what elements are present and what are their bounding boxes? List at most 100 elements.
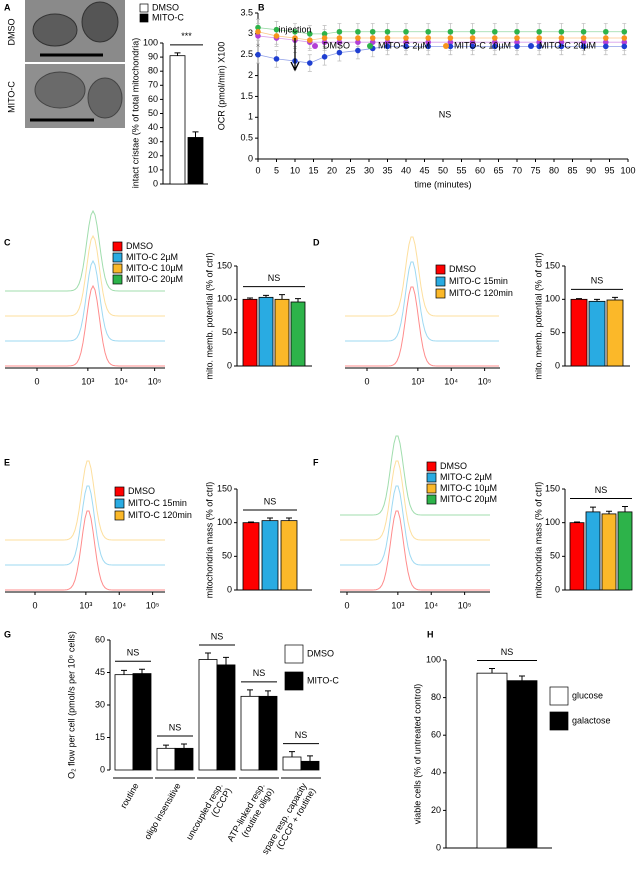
point: [469, 28, 476, 35]
point: [621, 35, 628, 41]
legend-label: DMSO: [449, 264, 476, 274]
point: [425, 35, 432, 41]
annotation: ***: [181, 31, 192, 41]
histogram-curve: [5, 485, 165, 566]
point: [321, 35, 328, 41]
histogram-curve: [5, 209, 165, 292]
error-bar: [121, 669, 127, 675]
legend-label: MITO-C 120min: [449, 288, 513, 298]
y-tick-label: 0: [100, 764, 105, 774]
point: [355, 47, 361, 54]
bar: [585, 511, 601, 591]
point: [492, 39, 498, 45]
point: [580, 35, 587, 41]
x-tick-label: 50: [438, 165, 448, 175]
y-tick-label: 20: [431, 805, 441, 815]
point: [273, 33, 280, 39]
annotation: NS: [253, 668, 266, 678]
bar: [280, 520, 298, 591]
y-tick-label: 30: [148, 136, 158, 146]
image-label: DMSO: [6, 19, 16, 46]
error-bar: [307, 755, 313, 762]
legend-swatch: [426, 472, 437, 483]
point: [492, 28, 498, 35]
x-tick-label: routine: [118, 781, 140, 810]
legend-label: MITO-C 10µM: [126, 263, 183, 273]
point: [558, 43, 565, 50]
series-line: [257, 31, 625, 41]
x-tick-label: 85: [567, 165, 577, 175]
point: [307, 60, 313, 66]
error-bar: [163, 744, 169, 749]
error-bar: [139, 668, 145, 674]
x-tick-label: 40: [401, 165, 411, 175]
annotation: NS: [127, 648, 140, 658]
panel-letter: G: [4, 629, 11, 639]
y-tick-label: 60: [148, 94, 158, 104]
point: [514, 35, 520, 41]
panel-letter: H: [427, 629, 434, 639]
histogram-curve: [5, 284, 165, 367]
error-bar: [489, 667, 495, 674]
bar: [258, 695, 278, 771]
y-tick-label: 30: [95, 699, 105, 709]
legend-label: MITO-C 20µM: [126, 274, 183, 284]
histogram-tick-label: 0: [344, 600, 349, 610]
point: [403, 35, 409, 41]
legend-label: DMSO: [307, 648, 334, 658]
error-bar: [289, 751, 295, 757]
annotation: NS: [595, 485, 608, 495]
legend-marker: [528, 43, 534, 49]
point: [514, 43, 520, 50]
error-bar: [576, 298, 582, 300]
bar: [569, 522, 585, 591]
y-tick-label: 0: [153, 178, 158, 188]
y-tick-label: 100: [426, 654, 441, 664]
y-tick-label: 0: [555, 360, 560, 370]
x-tick-label: 30: [364, 165, 374, 175]
y-tick-label: 150: [217, 483, 232, 493]
point: [603, 43, 609, 50]
legend-swatch: [114, 498, 125, 509]
y-axis-label: mitochondria mass (% of ctrl): [533, 482, 543, 599]
x-tick-label: 25: [345, 165, 355, 175]
y-tick-label: 80: [148, 66, 158, 76]
annotation: NS: [439, 109, 452, 119]
point: [580, 39, 587, 45]
bar: [588, 300, 606, 367]
legend-swatch: [426, 494, 437, 505]
series-line: [257, 27, 625, 35]
x-tick-label: 20: [327, 165, 337, 175]
y-tick-label: 60: [95, 634, 105, 644]
point: [447, 43, 454, 50]
panel-letter: B: [258, 2, 265, 12]
error-bar: [247, 689, 253, 697]
point: [514, 28, 520, 35]
bar: [242, 298, 258, 367]
y-axis-label: mito. memb. potential (% of ctrl): [204, 252, 214, 379]
bar: [601, 513, 617, 591]
legend-label: DMSO: [440, 461, 467, 471]
y-axis-label: mitochondria mass (% of ctrl): [204, 482, 214, 599]
y-axis-label: intact cristae (% of total mitochondria): [130, 38, 140, 189]
x-tick-label: 75: [530, 165, 540, 175]
y-tick-label: 100: [545, 294, 560, 304]
y-tick-label: 2: [248, 70, 253, 80]
point: [580, 43, 587, 50]
legend-label: DMSO: [128, 486, 155, 496]
bar: [198, 659, 218, 771]
bar: [261, 520, 279, 591]
y-tick-label: 0: [248, 153, 253, 163]
panel-letter: F: [313, 457, 319, 467]
legend-marker: [367, 43, 373, 49]
point: [384, 43, 391, 50]
histogram-curve: [5, 460, 165, 541]
histogram-tick-label: 10⁵: [146, 600, 160, 610]
x-tick-label: 5: [274, 165, 279, 175]
legend-label: MITO-C 15min: [449, 276, 508, 286]
y-tick-label: 45: [95, 667, 105, 677]
x-tick-label: 10: [290, 165, 300, 175]
annotation: NS: [501, 647, 514, 657]
error-bar: [265, 690, 271, 697]
x-tick-label: oligo insensitive: [142, 781, 182, 841]
